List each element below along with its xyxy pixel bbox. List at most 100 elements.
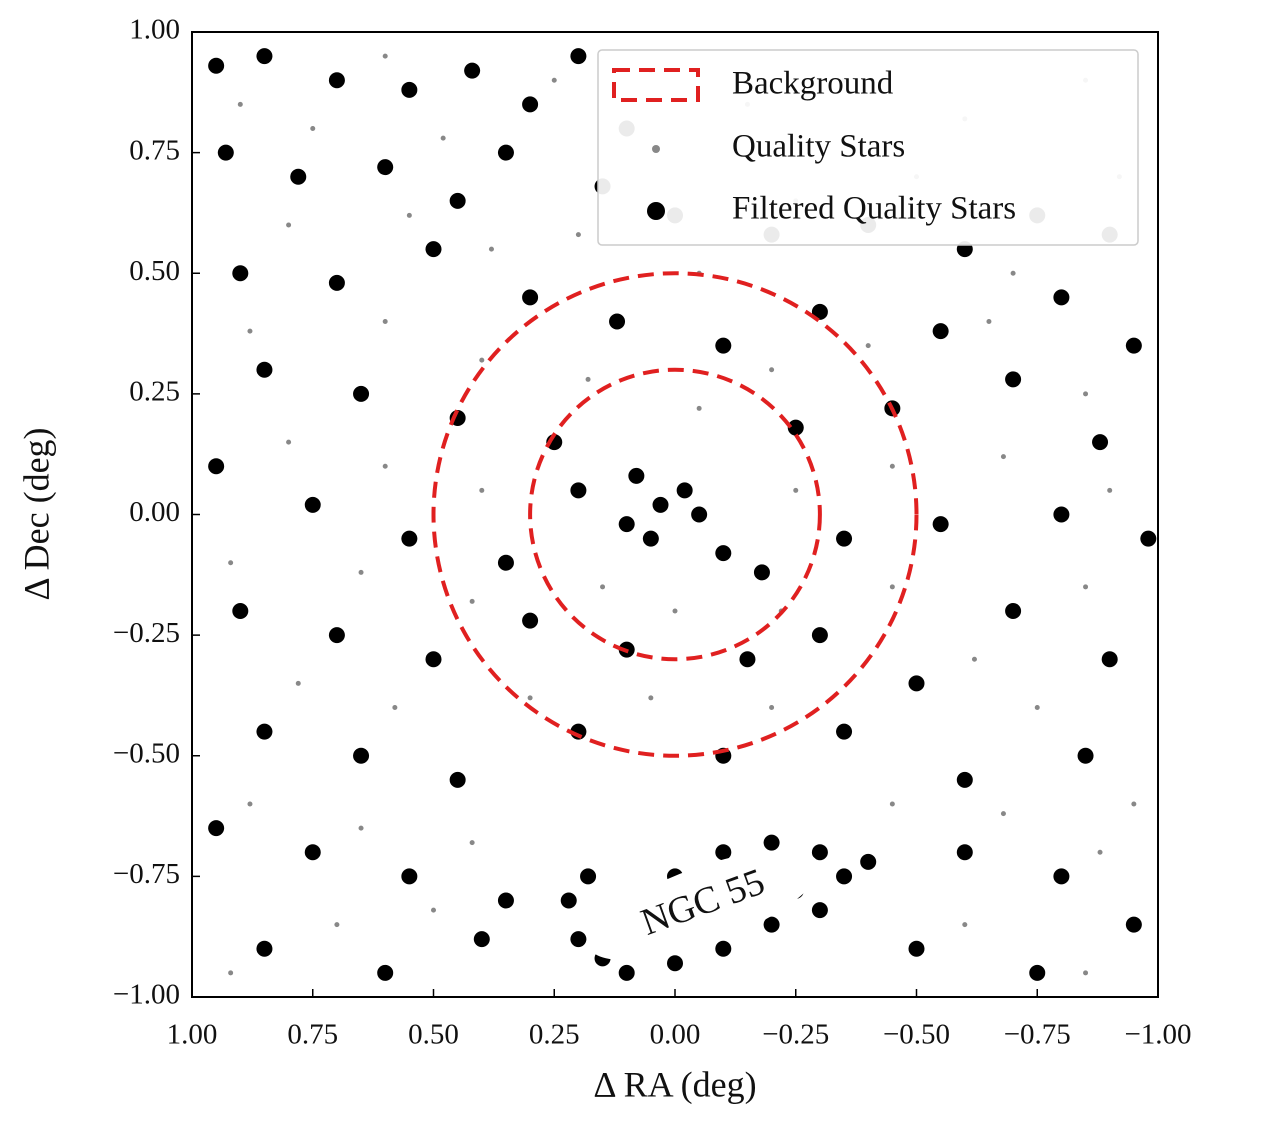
- quality-star: [295, 680, 301, 686]
- filtered-star: [956, 844, 973, 861]
- x-tick-label: −0.25: [762, 1019, 829, 1051]
- quality-star: [479, 357, 485, 363]
- x-tick-label: 0.50: [408, 1019, 459, 1051]
- x-tick-label: −0.50: [883, 1019, 950, 1051]
- filtered-star: [1125, 916, 1142, 933]
- quality-star: [793, 487, 799, 493]
- filtered-star: [1005, 371, 1022, 388]
- filtered-star: [425, 651, 442, 668]
- filtered-star: [425, 241, 442, 258]
- x-axis-label: Δ RA (deg): [593, 1064, 756, 1104]
- quality-star: [358, 825, 364, 831]
- filtered-star: [217, 144, 234, 161]
- filtered-star: [570, 48, 587, 65]
- filtered-star: [304, 844, 321, 861]
- filtered-star: [570, 931, 587, 948]
- filtered-star: [256, 48, 273, 65]
- x-tick-label: 0.00: [650, 1019, 701, 1051]
- filtered-star: [208, 57, 225, 74]
- quality-star: [769, 367, 775, 373]
- filtered-star: [811, 902, 828, 919]
- y-tick-label: 0.00: [129, 496, 180, 528]
- quality-star: [406, 212, 412, 218]
- filtered-star: [256, 723, 273, 740]
- filtered-star: [1053, 868, 1070, 885]
- legend-text: Filtered Quality Stars: [732, 191, 1016, 227]
- filtered-star: [560, 892, 577, 909]
- legend-marker: [612, 68, 700, 102]
- quality-star: [310, 126, 316, 131]
- legend-marker: [647, 202, 665, 220]
- filtered-star: [328, 274, 345, 291]
- quality-star: [440, 135, 446, 141]
- y-tick-label: 0.50: [129, 255, 180, 287]
- filtered-star: [401, 530, 418, 547]
- y-tick-label: −0.25: [113, 617, 180, 649]
- y-tick-label: 0.25: [129, 376, 180, 408]
- filtered-star: [691, 506, 708, 523]
- filtered-star: [618, 516, 635, 533]
- filtered-star: [1101, 651, 1118, 668]
- quality-star: [1000, 454, 1006, 460]
- filtered-star: [497, 554, 514, 571]
- quality-star: [382, 319, 388, 324]
- quality-star: [971, 656, 977, 662]
- quality-star: [1107, 487, 1113, 493]
- legend-box: [597, 49, 1139, 246]
- filtered-star: [522, 96, 539, 113]
- quality-star: [986, 319, 992, 324]
- quality-star: [1131, 801, 1137, 807]
- filtered-star: [232, 265, 249, 282]
- filtered-star: [580, 868, 597, 885]
- filtered-star: [290, 168, 307, 185]
- filtered-star: [676, 482, 693, 499]
- filtered-star: [763, 834, 780, 851]
- quality-star: [286, 222, 292, 228]
- filtered-star: [449, 192, 466, 209]
- filtered-star: [449, 771, 466, 788]
- filtered-star: [715, 545, 732, 562]
- filtered-star: [811, 627, 828, 644]
- filtered-star: [956, 771, 973, 788]
- filtered-star: [908, 940, 925, 957]
- quality-star: [1000, 811, 1006, 817]
- quality-star: [585, 376, 591, 382]
- x-tick-label: −0.75: [1004, 1019, 1071, 1051]
- filtered-star: [473, 931, 490, 948]
- filtered-star: [1125, 337, 1142, 354]
- filtered-star: [753, 564, 770, 581]
- legend-text: Quality Stars: [732, 129, 905, 165]
- y-tick-label: 1.00: [129, 14, 180, 46]
- filtered-star: [932, 516, 949, 533]
- y-tick-label: −1.00: [113, 979, 180, 1011]
- quality-star: [648, 695, 654, 701]
- filtered-star: [836, 868, 853, 885]
- x-tick-label: 0.25: [529, 1019, 580, 1051]
- quality-star: [527, 695, 533, 701]
- quality-star: [286, 439, 292, 445]
- filtered-star: [570, 482, 587, 499]
- quality-star: [1083, 391, 1089, 397]
- filtered-star: [811, 303, 828, 320]
- background-circle: [431, 271, 919, 758]
- quality-star: [488, 246, 494, 252]
- quality-star: [962, 922, 968, 928]
- filtered-star: [353, 747, 370, 764]
- quality-star: [1010, 270, 1016, 276]
- quality-star: [1034, 705, 1040, 710]
- filtered-star: [1053, 506, 1070, 523]
- filtered-star: [353, 385, 370, 402]
- filtered-star: [1092, 434, 1109, 451]
- filtered-star: [763, 916, 780, 933]
- background-circle: [528, 367, 822, 662]
- filtered-star: [642, 530, 659, 547]
- quality-star: [469, 840, 475, 846]
- filtered-star: [1005, 603, 1022, 619]
- filtered-star: [1077, 747, 1094, 764]
- filtered-star: [497, 144, 514, 161]
- quality-star: [228, 970, 234, 976]
- filtered-star: [464, 62, 481, 79]
- legend-marker: [652, 145, 660, 153]
- quality-star: [551, 77, 557, 83]
